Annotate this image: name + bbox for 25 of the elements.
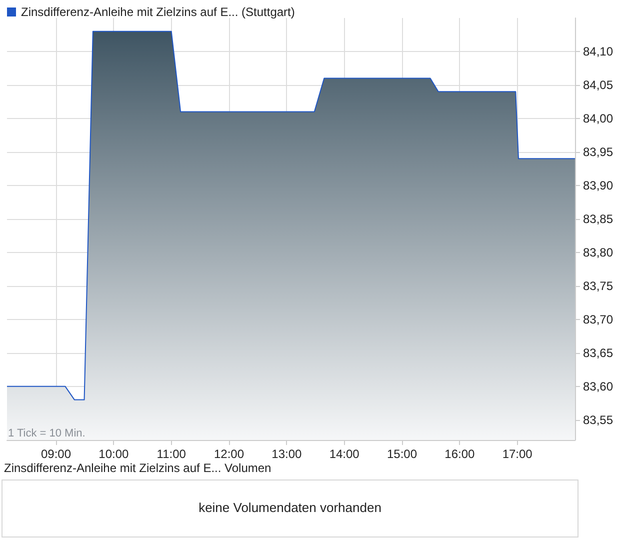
legend-label: Zinsdifferenz-Anleihe mit Zielzins auf E... (Stuttgart) — [21, 5, 295, 19]
text: Zinsdifferenz-Anleihe mit Zielzins auf E... Volumen — [4, 461, 272, 475]
y-tick-label: 84,10 — [583, 44, 614, 58]
y-tick-label: 83,65 — [583, 346, 614, 360]
x-tick-label: 14:00 — [329, 447, 360, 461]
x-tick-label: 16:00 — [444, 447, 476, 461]
x-tick-label: 10:00 — [98, 447, 130, 461]
text: keine Volumendaten vorhanden — [198, 500, 382, 515]
y-tick-label: 84,00 — [583, 111, 614, 126]
x-tick-label: 17:00 — [502, 447, 533, 461]
x-tick-label: 15:00 — [386, 447, 418, 461]
y-tick-label: 83,70 — [583, 312, 614, 326]
y-tick-label: 83,95 — [583, 144, 614, 159]
y-tick-label: 83,55 — [583, 412, 614, 427]
y-tick-label: 83,75 — [583, 278, 614, 293]
x-tick-label: 12:00 — [214, 447, 244, 461]
y-tick-label: 83,85 — [583, 212, 614, 226]
y-tick-label: 83,90 — [583, 178, 614, 192]
y-tick-label: 83,60 — [583, 379, 614, 394]
x-tick-label: 11:00 — [156, 447, 186, 461]
x-tick-label: 13:00 — [272, 447, 302, 461]
x-tick-label: 09:00 — [41, 447, 72, 461]
y-tick-label: 83,80 — [583, 245, 614, 260]
y-tick-label: 84,05 — [583, 78, 614, 92]
annotation: 1 Tick = 10 Min. — [8, 428, 86, 440]
